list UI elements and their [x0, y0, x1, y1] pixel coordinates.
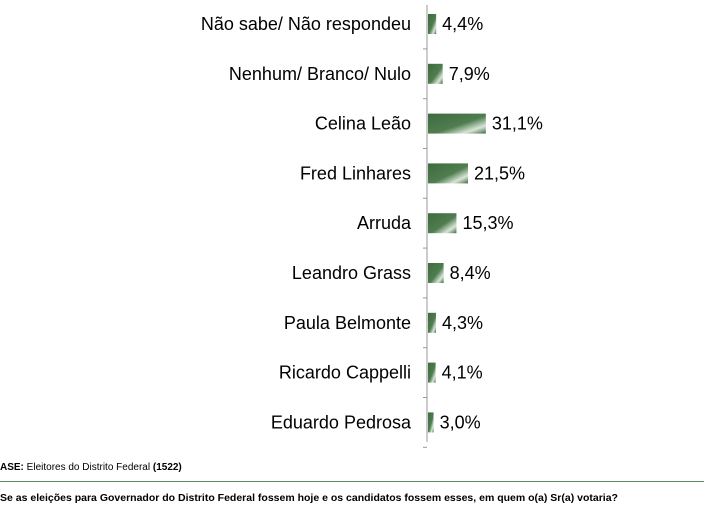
base-count: (1522) [152, 462, 182, 473]
bar [428, 312, 436, 333]
bar-chart: Não sabe/ Não respondeu Nenhum/ Branco/ N… [201, 5, 543, 448]
category-labels: Não sabe/ Não respondeu Nenhum/ Branco/ N… [201, 14, 412, 432]
bar [428, 213, 457, 234]
bar [428, 263, 444, 283]
category-label: Arruda [357, 213, 412, 233]
bar [428, 412, 434, 433]
bar [428, 14, 437, 34]
category-label: Leandro Grass [292, 263, 411, 283]
base-text: Eleitores do Distrito Federal [23, 462, 153, 473]
category-label: Ricardo Cappelli [279, 363, 411, 383]
base-label: ASE: [0, 462, 24, 473]
base-note: ASE: Eleitores do Distrito Federal (1522… [0, 462, 182, 473]
category-label: Não sabe/ Não respondeu [201, 14, 411, 34]
value-label: 8,4% [450, 263, 491, 283]
value-label: 4,1% [442, 363, 483, 383]
value-label: 21,5% [474, 163, 525, 183]
bar [428, 63, 443, 84]
value-label: 3,0% [440, 412, 481, 432]
y-axis-ticks [423, 48, 427, 448]
value-label: 4,3% [442, 313, 483, 333]
bars-group [428, 14, 486, 433]
bar [428, 113, 486, 134]
value-label: 31,1% [492, 114, 543, 134]
value-label: 7,9% [449, 64, 490, 84]
value-label: 4,4% [442, 14, 483, 34]
category-label: Fred Linhares [300, 163, 411, 183]
category-label: Eduardo Pedrosa [271, 412, 412, 432]
value-labels: 4,4% 7,9% 31,1% 21,5% 15,3% 8,4% 4,3% 4,1% 3,0% [440, 14, 543, 432]
value-label: 15,3% [462, 213, 513, 233]
category-label: Celina Leão [315, 114, 411, 134]
bar [428, 163, 468, 184]
category-label: Nenhum/ Branco/ Nulo [229, 64, 411, 84]
footer-divider [0, 481, 704, 482]
bar [428, 362, 436, 383]
category-label: Paula Belmonte [284, 313, 411, 333]
survey-question: Se as eleições para Governador do Distri… [0, 492, 618, 504]
